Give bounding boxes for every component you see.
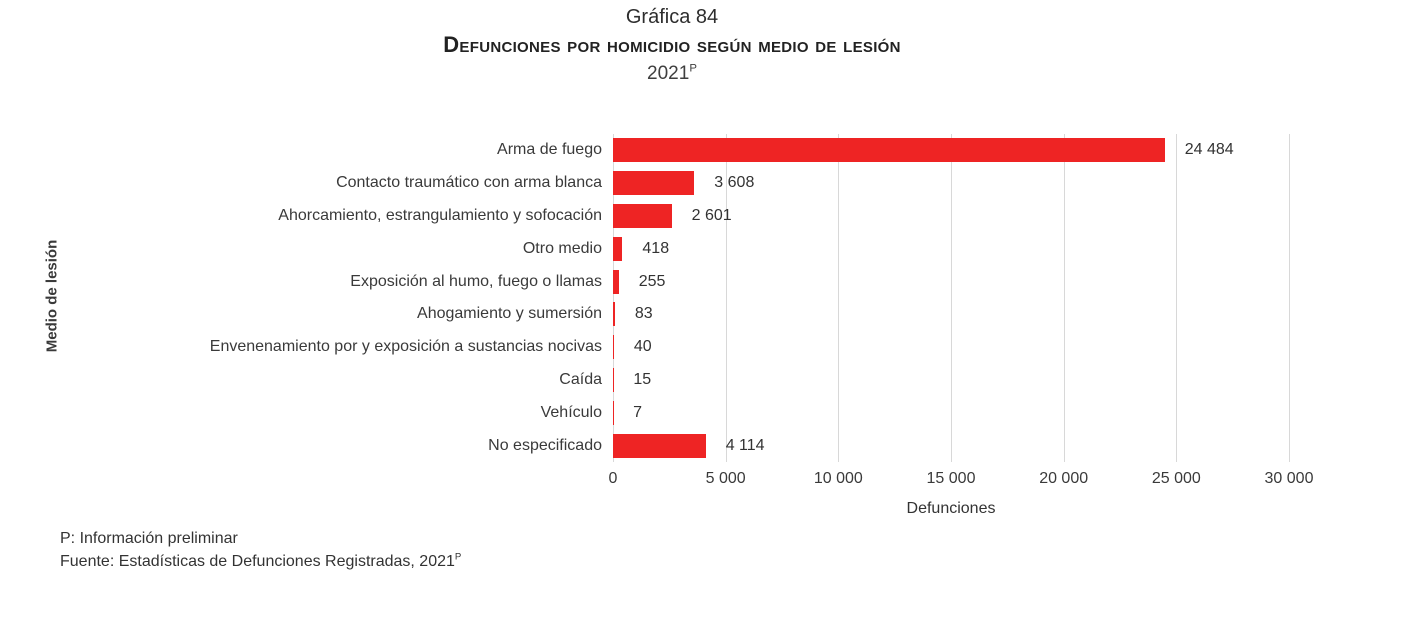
source-note-text: Fuente: Estadísticas de Defunciones Regi… bbox=[60, 553, 455, 570]
footnote-preliminary: P: Información preliminar bbox=[60, 530, 238, 547]
category-label: Arma de fuego bbox=[497, 141, 602, 159]
x-axis-ticks: 0 5 000 10 000 15 000 20 000 25 000 30 000 bbox=[609, 470, 1314, 490]
bar-row: Caída 15 bbox=[559, 364, 1289, 397]
gridline bbox=[951, 134, 952, 462]
x-tick-label: 5 000 bbox=[705, 470, 746, 487]
bar bbox=[613, 269, 619, 294]
chart-year: 2021P bbox=[0, 63, 1344, 85]
value-label: 83 bbox=[634, 305, 653, 323]
bar-row: Vehículo 7 bbox=[541, 396, 1289, 429]
bar bbox=[613, 433, 706, 458]
gridline bbox=[1176, 134, 1178, 462]
x-axis-label: Defunciones bbox=[906, 500, 996, 517]
value-label: 4 114 bbox=[725, 436, 765, 454]
value-label: 3 608 bbox=[714, 174, 755, 192]
bar bbox=[613, 302, 615, 327]
footnotes: P: Información preliminar Fuente: Estadí… bbox=[60, 527, 461, 573]
source-superscript: P bbox=[454, 551, 462, 563]
category-label: Contacto traumático con arma blanca bbox=[336, 174, 602, 192]
value-label: 40 bbox=[633, 338, 652, 356]
plot-area: Arma de fuego 24 484 Contacto traumático c… bbox=[210, 134, 1313, 517]
x-tick-label: 0 bbox=[608, 470, 618, 487]
bar bbox=[613, 171, 695, 196]
category-label: Ahogamiento y sumersión bbox=[417, 305, 602, 323]
source-note: Fuente: Estadísticas de Defunciones Regi… bbox=[60, 550, 461, 573]
chart-title: Defunciones por homicidio según medio de… bbox=[443, 32, 901, 57]
category-label: Ahorcamiento, estrangulamiento y sofocac… bbox=[278, 206, 602, 224]
bar-row: Exposición al humo, fuego o llamas 255 bbox=[350, 265, 1289, 298]
bar-row: No especificado 4 114 bbox=[488, 429, 1289, 462]
bar-row: Envenenamiento por y exposición a sustan… bbox=[210, 331, 1289, 364]
chart-number: Gráfica 84 bbox=[625, 6, 719, 28]
x-tick-label: 25 000 bbox=[1151, 470, 1201, 487]
value-label: 15 bbox=[633, 370, 652, 388]
bar bbox=[613, 335, 614, 360]
bar bbox=[613, 203, 672, 228]
value-label: 255 bbox=[638, 272, 666, 290]
chart-header: Gráfica 84 Defunciones por homicidio seg… bbox=[0, 6, 1344, 85]
chart-year-text: 2021 bbox=[647, 63, 690, 84]
category-label: No especificado bbox=[488, 436, 602, 454]
x-tick-label: 20 000 bbox=[1039, 470, 1089, 487]
value-label: 7 bbox=[633, 403, 643, 421]
bar-row: Ahogamiento y sumersión 83 bbox=[417, 298, 1289, 331]
x-tick-label: 15 000 bbox=[926, 470, 976, 487]
gridline bbox=[1289, 134, 1290, 462]
category-label: Envenenamiento por y exposición a sustan… bbox=[209, 338, 602, 356]
category-label: Otro medio bbox=[522, 239, 602, 257]
category-label: Vehículo bbox=[540, 403, 602, 421]
bar bbox=[613, 236, 623, 261]
category-label: Caída bbox=[559, 370, 602, 388]
bar-row: Arma de fuego 24 484 bbox=[497, 134, 1289, 167]
x-tick-label: 10 000 bbox=[813, 470, 863, 487]
year-superscript: P bbox=[689, 62, 697, 75]
gridline bbox=[725, 134, 727, 462]
bar-row: Contacto traumático con arma blanca 3 608 bbox=[336, 167, 1289, 200]
x-tick-label: 30 000 bbox=[1264, 470, 1314, 487]
gridline bbox=[613, 134, 614, 462]
value-label: 24 484 bbox=[1184, 141, 1234, 159]
gridline bbox=[1063, 134, 1065, 462]
value-label: 2 601 bbox=[691, 206, 732, 224]
bar-row: Ahorcamiento, estrangulamiento y sofocac… bbox=[278, 200, 1289, 233]
bar bbox=[613, 138, 1165, 163]
y-axis-label: Medio de lesión bbox=[43, 239, 61, 353]
category-label: Exposición al humo, fuego o llamas bbox=[350, 272, 602, 290]
gridline bbox=[838, 134, 840, 462]
bar-row: Otro medio 418 bbox=[523, 232, 1289, 265]
value-label: 418 bbox=[642, 239, 670, 257]
